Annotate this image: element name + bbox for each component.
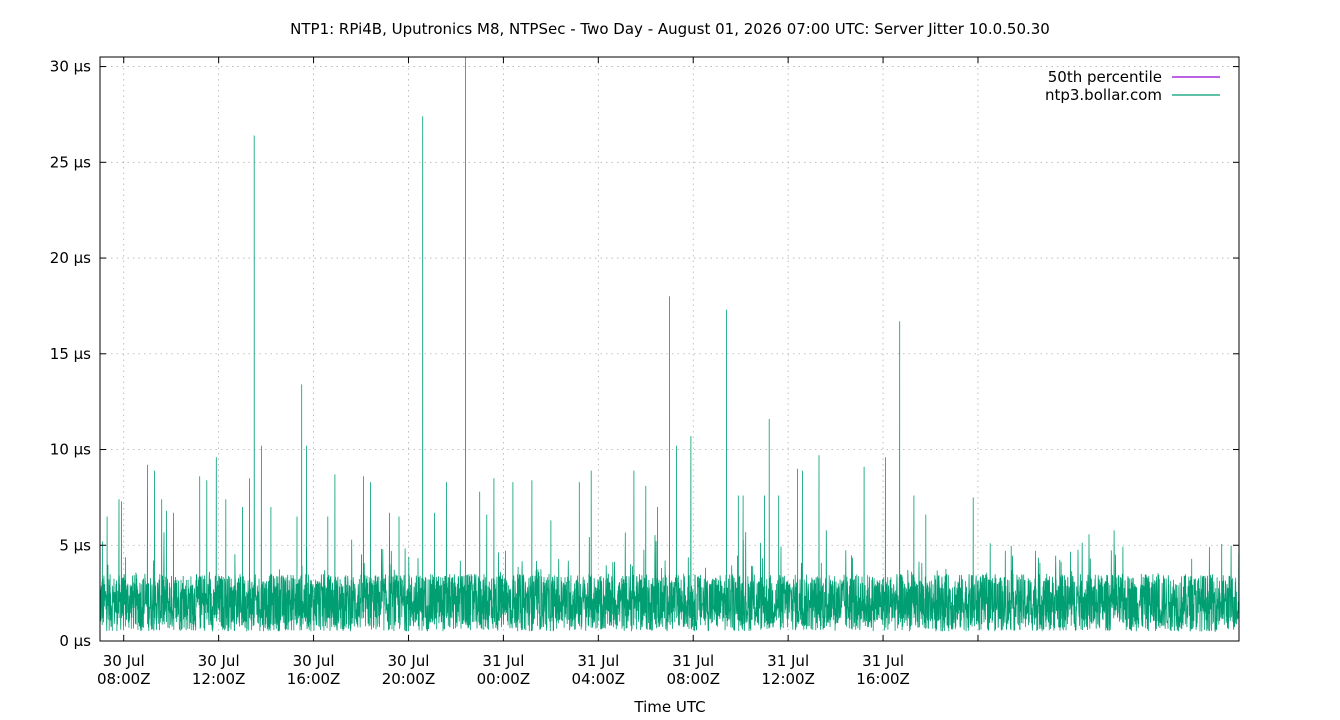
y-tick-label: 5 µs <box>59 536 91 554</box>
y-tick-label: 15 µs <box>50 345 91 363</box>
x-tick-label: 04:00Z <box>572 670 626 688</box>
y-tick-label: 0 µs <box>59 632 91 650</box>
x-tick-label: 12:00Z <box>192 670 246 688</box>
x-tick-label: 31 Jul <box>767 652 809 670</box>
x-tick-label: 31 Jul <box>577 652 619 670</box>
x-tick-label: 30 Jul <box>293 652 335 670</box>
y-tick-label: 30 µs <box>50 58 91 76</box>
y-tick-label: 20 µs <box>50 249 91 267</box>
y-tick-label: 25 µs <box>50 153 91 171</box>
legend-label: 50th percentile <box>1048 68 1162 86</box>
x-tick-label: 00:00Z <box>477 670 531 688</box>
legend-label: ntp3.bollar.com <box>1045 86 1162 104</box>
x-tick-label: 31 Jul <box>862 652 904 670</box>
x-tick-label: 30 Jul <box>388 652 430 670</box>
x-tick-label: 30 Jul <box>198 652 240 670</box>
x-tick-label: 31 Jul <box>482 652 524 670</box>
x-tick-label: 16:00Z <box>287 670 341 688</box>
grid-lines <box>100 57 1239 641</box>
x-tick-label: 08:00Z <box>666 670 720 688</box>
x-tick-label: 08:00Z <box>97 670 151 688</box>
x-tick-label: 16:00Z <box>856 670 910 688</box>
series-line-ntp3-bollar-com <box>99 56 1240 632</box>
y-tick-label: 10 µs <box>50 441 91 459</box>
x-tick-label: 12:00Z <box>761 670 815 688</box>
x-tick-label: 20:00Z <box>382 670 436 688</box>
series-layer <box>99 56 1240 632</box>
x-axis-label: Time UTC <box>633 698 705 716</box>
plot-frame <box>99 56 1240 642</box>
x-tick-label: 31 Jul <box>672 652 714 670</box>
chart-title: NTP1: RPi4B, Uputronics M8, NTPSec - Two… <box>290 20 1050 38</box>
x-tick-label: 30 Jul <box>103 652 145 670</box>
